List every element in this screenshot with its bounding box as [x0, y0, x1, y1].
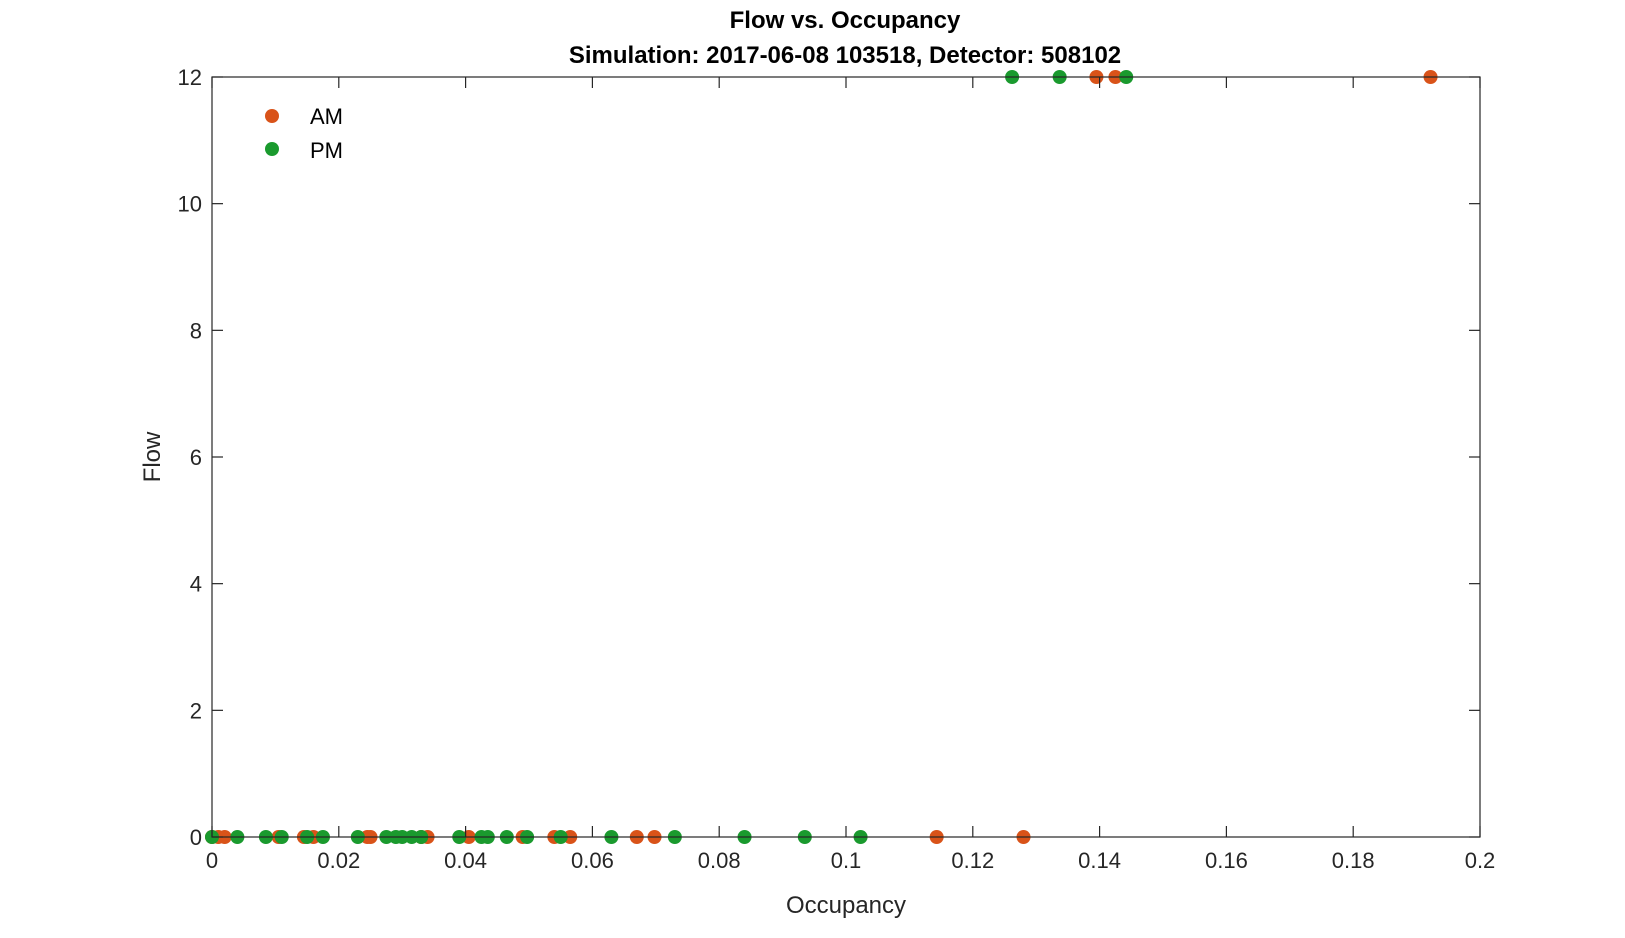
- legend-label-pm: PM: [310, 138, 343, 163]
- y-tick-label: 6: [190, 445, 202, 470]
- x-tick-label: 0.02: [317, 848, 360, 873]
- x-tick-label: 0.2: [1465, 848, 1496, 873]
- x-tick-label: 0.04: [444, 848, 487, 873]
- x-tick-label: 0.06: [571, 848, 614, 873]
- x-tick-label: 0.1: [831, 848, 862, 873]
- legend-marker-pm: [265, 142, 279, 156]
- chart-subtitle: Simulation: 2017-06-08 103518, Detector:…: [569, 42, 1121, 69]
- x-tick-label: 0.16: [1205, 848, 1248, 873]
- y-tick-label: 4: [190, 572, 202, 597]
- y-tick-label: 12: [178, 65, 202, 90]
- x-axis-label: Occupancy: [786, 892, 906, 919]
- y-tick-label: 0: [190, 825, 202, 850]
- y-tick-label: 8: [190, 318, 202, 343]
- plot-area: [212, 77, 1480, 837]
- axis-ticks: 0 0.02 0.04 0.06 0.08 0.1 0.12 0.14 0.16 0.18 0.2 0…: [178, 65, 1496, 873]
- y-tick-label: 2: [190, 698, 202, 723]
- legend: AM PM: [265, 104, 343, 163]
- x-tick-label: 0.12: [951, 848, 994, 873]
- x-tick-label: 0.14: [1078, 848, 1121, 873]
- x-tick-label: 0.08: [698, 848, 741, 873]
- legend-marker-am: [265, 109, 279, 123]
- legend-label-am: AM: [310, 104, 343, 129]
- y-axis-label: Flow: [139, 431, 166, 482]
- x-tick-label: 0: [206, 848, 218, 873]
- x-tick-label: 0.18: [1332, 848, 1375, 873]
- chart-title: Flow vs. Occupancy: [730, 7, 961, 34]
- data-points: [205, 70, 1438, 844]
- y-tick-label: 10: [178, 192, 202, 217]
